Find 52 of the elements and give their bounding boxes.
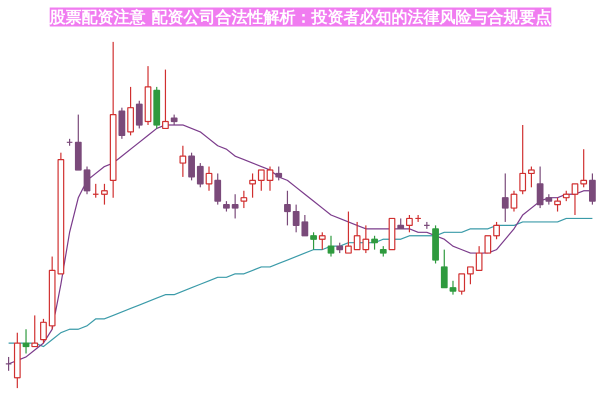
candlestick	[423, 221, 430, 230]
candlestick	[196, 162, 204, 188]
candlestick	[275, 166, 282, 181]
candlestick	[450, 280, 456, 296]
candlestick	[554, 197, 561, 212]
candlestick	[562, 190, 570, 202]
candlestick	[493, 221, 500, 240]
candlestick	[258, 169, 265, 192]
candlestick	[318, 232, 326, 250]
candlestick	[589, 172, 596, 206]
candlestick	[5, 356, 12, 372]
candlestick	[371, 235, 378, 250]
candlestick	[510, 190, 518, 212]
candlestick	[458, 273, 466, 296]
candlestick	[519, 124, 526, 195]
candlestick	[40, 318, 47, 344]
candlestick	[101, 183, 108, 206]
candlestick	[328, 235, 334, 258]
candlestick	[249, 172, 256, 198]
candlestick	[310, 232, 317, 250]
candlestick	[188, 152, 195, 181]
candlestick	[380, 246, 387, 258]
candlestick	[580, 148, 588, 188]
candlestick	[162, 68, 169, 130]
candlestick	[170, 114, 178, 126]
candlestick	[84, 166, 90, 195]
candlestick	[536, 166, 544, 209]
candlestick	[362, 224, 370, 254]
candlestick	[545, 194, 552, 206]
candlestick	[214, 172, 222, 206]
candlestick	[397, 218, 404, 230]
candlestick	[136, 100, 143, 130]
chart-title: 股票配资注意 配资公司合法性解析：投资者必知的法律风险与合规要点	[48, 8, 552, 26]
candlestick	[206, 166, 212, 192]
candlestick	[301, 214, 308, 236]
candlestick	[266, 166, 274, 192]
candlestick	[92, 183, 100, 198]
candlestick	[223, 200, 230, 212]
candlestick	[31, 314, 38, 348]
candlestick	[484, 235, 492, 254]
candlestick	[572, 183, 578, 216]
candlestick	[440, 249, 448, 288]
candlestick	[406, 214, 413, 233]
candlestick	[336, 242, 344, 254]
candlestick	[284, 190, 291, 226]
candlestick	[240, 190, 248, 209]
candlestick	[292, 204, 300, 233]
candlestick	[502, 172, 509, 223]
candlestick	[528, 166, 535, 188]
candlestick	[179, 145, 186, 178]
candlestick	[232, 194, 239, 220]
candlestick	[22, 328, 30, 354]
